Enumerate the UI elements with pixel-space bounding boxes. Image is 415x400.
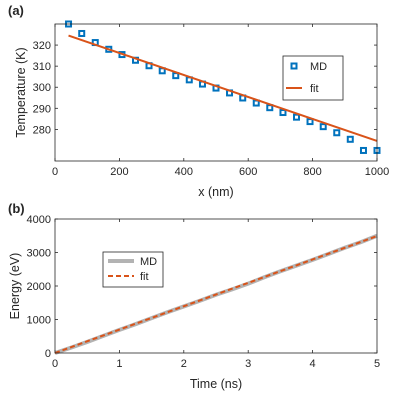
y-tick-label: 2000 bbox=[27, 281, 51, 293]
panel-a-data bbox=[65, 20, 381, 154]
x-tick-label: 1000 bbox=[365, 166, 389, 178]
panel-label-b: (b) bbox=[8, 201, 25, 216]
x-tick-label: 800 bbox=[303, 166, 321, 178]
x-tick-label: 1 bbox=[116, 358, 122, 370]
fit-line-a bbox=[68, 34, 378, 142]
y-tick-label: 0 bbox=[45, 348, 51, 360]
legend-fit-label: fit bbox=[310, 83, 319, 95]
panel-b-legend: MD fit bbox=[102, 251, 164, 288]
md-point bbox=[279, 109, 287, 117]
x-tick-label: 0 bbox=[52, 166, 58, 178]
md-point bbox=[319, 123, 327, 131]
x-tick-label: 3 bbox=[245, 358, 251, 370]
panel-b-xlabel: Time (ns) bbox=[190, 377, 242, 391]
md-point bbox=[172, 72, 180, 80]
x-tick-label: 4 bbox=[310, 358, 316, 370]
legend-md-marker bbox=[290, 62, 298, 70]
md-point bbox=[306, 118, 314, 126]
y-tick-label: 320 bbox=[33, 40, 51, 52]
y-tick-label: 4000 bbox=[27, 214, 51, 226]
legend-b-fit-label: fit bbox=[140, 271, 149, 283]
panel-b-legend-box bbox=[102, 251, 164, 288]
x-tick-label: 0 bbox=[52, 358, 58, 370]
y-tick-label: 300 bbox=[33, 82, 51, 94]
fit-line-b bbox=[54, 235, 378, 354]
panel-a-axes-box bbox=[54, 23, 378, 162]
legend-b-md-label: MD bbox=[140, 256, 157, 268]
panel-a-legend: MD fit bbox=[282, 55, 344, 101]
panel-b-data bbox=[54, 233, 378, 355]
y-tick-label: 280 bbox=[33, 124, 51, 136]
panel-b-ylabel: Energy (eV) bbox=[8, 253, 22, 320]
panel-b-ticks: 0 1 2 3 4 5 0 1000 2000 3000 4000 bbox=[27, 214, 381, 370]
panel-a-ylabel: Temperature (K) bbox=[14, 47, 28, 137]
md-point bbox=[78, 29, 86, 37]
y-tick-label: 1000 bbox=[27, 315, 51, 327]
x-tick-label: 600 bbox=[239, 166, 257, 178]
md-point bbox=[293, 113, 300, 121]
panel-a: (a) 0 200 400 600 800 1000 280 290 300 310 320 x (… bbox=[8, 3, 389, 199]
legend-md-label: MD bbox=[310, 61, 327, 73]
md-point bbox=[333, 129, 341, 137]
x-tick-label: 5 bbox=[374, 358, 380, 370]
panel-label-a: (a) bbox=[8, 3, 24, 18]
panel-b-axes-box bbox=[54, 218, 378, 354]
panel-a-ticks: 0 200 400 600 800 1000 280 290 300 310 320 bbox=[33, 24, 389, 178]
x-tick-label: 200 bbox=[110, 166, 128, 178]
md-point bbox=[359, 146, 367, 154]
panel-a-xlabel: x (nm) bbox=[198, 185, 233, 199]
y-tick-label: 3000 bbox=[27, 248, 51, 260]
panel-b: (b) 0 1 2 3 4 5 0 1000 2000 3000 4000 Time (ns) En… bbox=[8, 201, 380, 391]
x-tick-label: 2 bbox=[181, 358, 187, 370]
md-point bbox=[346, 135, 354, 143]
y-tick-label: 310 bbox=[33, 61, 51, 73]
x-tick-label: 400 bbox=[175, 166, 193, 178]
y-tick-label: 290 bbox=[33, 103, 51, 115]
